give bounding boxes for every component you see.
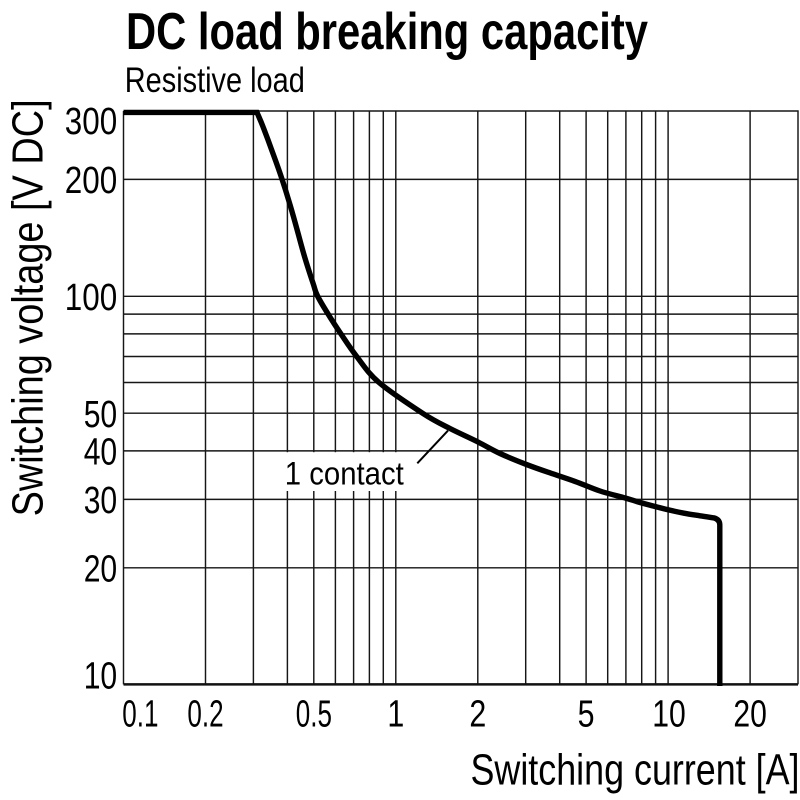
svg-text:Resistive load: Resistive load [125,61,305,100]
svg-text:20: 20 [84,549,118,591]
svg-text:0.2: 0.2 [187,693,223,735]
svg-text:0.1: 0.1 [122,693,158,735]
svg-text:10: 10 [84,655,118,697]
svg-text:1: 1 [387,693,404,735]
svg-text:10: 10 [652,693,686,735]
svg-text:100: 100 [65,277,117,319]
svg-text:0.5: 0.5 [296,693,332,735]
svg-text:300: 300 [65,101,117,143]
svg-text:Switching current [A]: Switching current [A] [471,746,800,794]
svg-text:Switching voltage [V DC]: Switching voltage [V DC] [4,99,52,516]
svg-text:DC load breaking capacity: DC load breaking capacity [126,3,648,61]
svg-text:5: 5 [578,693,595,735]
svg-text:40: 40 [84,432,118,474]
svg-text:1 contact: 1 contact [285,455,404,491]
svg-text:2: 2 [469,693,486,735]
svg-text:30: 30 [84,480,118,522]
svg-text:50: 50 [84,394,118,436]
svg-text:20: 20 [733,693,767,735]
svg-text:200: 200 [65,160,117,202]
